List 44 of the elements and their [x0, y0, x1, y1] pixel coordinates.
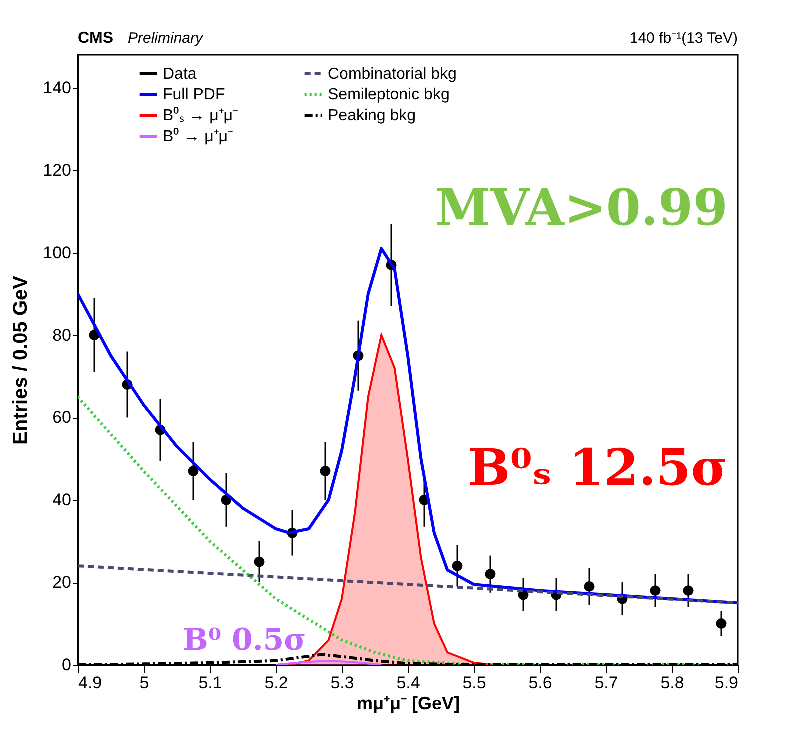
x-tick-label: 5.4	[396, 674, 420, 692]
y-axis-title: Entries / 0.05 GeV	[10, 275, 32, 445]
x-tick-label: 5.1	[198, 674, 222, 692]
legend-label: Semileptonic bkg	[328, 86, 450, 104]
point	[716, 618, 727, 630]
point	[485, 569, 496, 580]
x-axis-title: mμ⁺μ⁻ [GeV]	[356, 694, 460, 714]
text: Preliminary	[128, 30, 205, 47]
legend-label: Full PDF	[163, 86, 226, 104]
point	[188, 466, 199, 477]
point	[650, 586, 661, 596]
y-tick-label: 0	[62, 656, 72, 674]
annotation: B⁰ 0.5σ	[183, 623, 306, 658]
x-tick-label: 5	[140, 674, 150, 692]
y-tick-label: 140	[43, 78, 72, 98]
y-tick-label: 80	[52, 326, 72, 345]
text: CMS	[78, 30, 114, 47]
point	[320, 466, 331, 477]
line-series	[78, 247, 738, 605]
legend-label: Data	[163, 66, 197, 83]
y-tick-label: 20	[52, 573, 72, 592]
x-tick-label: 5.9	[714, 674, 738, 692]
y-tick-label: 120	[43, 160, 72, 180]
annotation: B⁰ₛ 12.5σ	[468, 438, 728, 497]
y-tick-label: 100	[43, 243, 72, 262]
x-tick-label: 4.9	[78, 674, 102, 692]
y-tick-label: 40	[52, 490, 72, 510]
point	[254, 556, 265, 568]
legend-label: B⁰ₛ → μ⁺μ⁻	[163, 106, 238, 124]
x-tick-label: 5.6	[528, 674, 552, 692]
x-tick-label: 5.8	[660, 674, 684, 692]
point	[683, 586, 694, 596]
x-tick-label: 5.2	[264, 674, 288, 692]
annotation: MVA>0.99	[435, 178, 728, 237]
text: 140 fb⁻¹(13 TeV)	[630, 30, 738, 47]
x-tick-label: 5.5	[462, 674, 486, 692]
point	[584, 581, 595, 592]
x-tick-label: 5.3	[330, 674, 354, 692]
point	[452, 560, 463, 572]
y-tick-label: 60	[52, 408, 72, 428]
legend-label: Combinatorial bkg	[328, 66, 457, 83]
legend-label: B⁰ → μ⁺μ⁻	[163, 128, 233, 146]
x-tick-label: 5.7	[594, 674, 618, 692]
legend-label: Peaking bkg	[328, 108, 416, 124]
